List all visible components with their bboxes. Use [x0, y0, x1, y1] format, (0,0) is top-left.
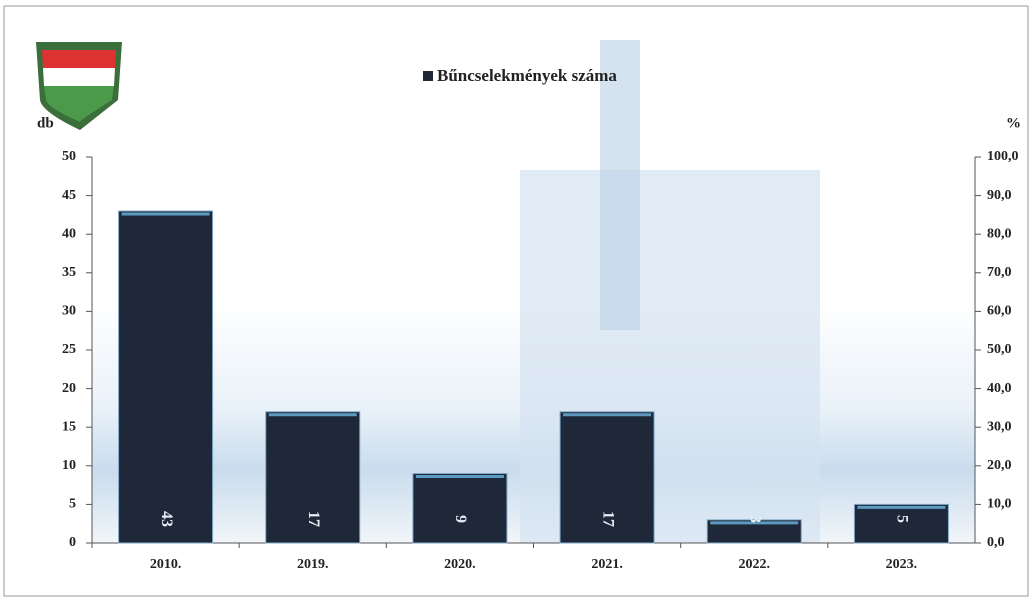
- y2-tick-label: 10,0: [987, 497, 1012, 512]
- y2-tick-label: 70,0: [987, 265, 1012, 280]
- legend-label: Bűncselekmények száma: [437, 66, 617, 85]
- y2-tick-label: 60,0: [987, 304, 1012, 319]
- background-tower: [600, 40, 640, 330]
- value-label: 17: [599, 511, 616, 527]
- x-tick-label: 2021.: [591, 557, 623, 572]
- y-tick-label: 30: [62, 304, 76, 319]
- y-axis-label: db: [37, 115, 54, 131]
- legend-swatch: [423, 71, 433, 81]
- y2-tick-label: 0,0: [987, 535, 1005, 550]
- value-label: 9: [452, 515, 469, 523]
- y-tick-label: 40: [62, 226, 76, 241]
- bar: [853, 503, 949, 544]
- bar: [412, 473, 508, 544]
- x-tick-label: 2023.: [886, 557, 918, 572]
- x-tick-label: 2010.: [150, 557, 182, 572]
- y2-tick-label: 40,0: [987, 381, 1012, 396]
- y-tick-label: 25: [62, 342, 76, 357]
- x-tick-label: 2019.: [297, 557, 329, 572]
- bar: [265, 411, 361, 544]
- y-tick-label: 35: [62, 265, 76, 280]
- y-tick-label: 10: [62, 458, 76, 473]
- y2-tick-label: 80,0: [987, 226, 1012, 241]
- bar: [118, 210, 214, 544]
- x-tick-label: 2020.: [444, 557, 476, 572]
- x-tick-label: 2022.: [739, 557, 771, 572]
- y-tick-label: 50: [62, 149, 76, 164]
- value-label: 17: [305, 511, 322, 527]
- y-tick-label: 45: [62, 188, 76, 203]
- value-label: 43: [158, 511, 175, 527]
- y2-tick-label: 90,0: [987, 188, 1012, 203]
- bar: [706, 519, 802, 544]
- y2-tick-label: 30,0: [987, 419, 1012, 434]
- logo: [36, 42, 122, 130]
- bar: [559, 411, 655, 544]
- y2-tick-label: 50,0: [987, 342, 1012, 357]
- value-label: 5: [894, 515, 911, 523]
- y2-tick-label: 20,0: [987, 458, 1012, 473]
- y2-axis-label: %: [1006, 115, 1021, 131]
- y-tick-label: 15: [62, 419, 76, 434]
- y2-tick-label: 100,0: [987, 149, 1019, 164]
- y-tick-label: 0: [69, 535, 76, 550]
- value-label: 3: [747, 515, 764, 523]
- y-tick-label: 20: [62, 381, 76, 396]
- y-tick-label: 5: [69, 497, 76, 512]
